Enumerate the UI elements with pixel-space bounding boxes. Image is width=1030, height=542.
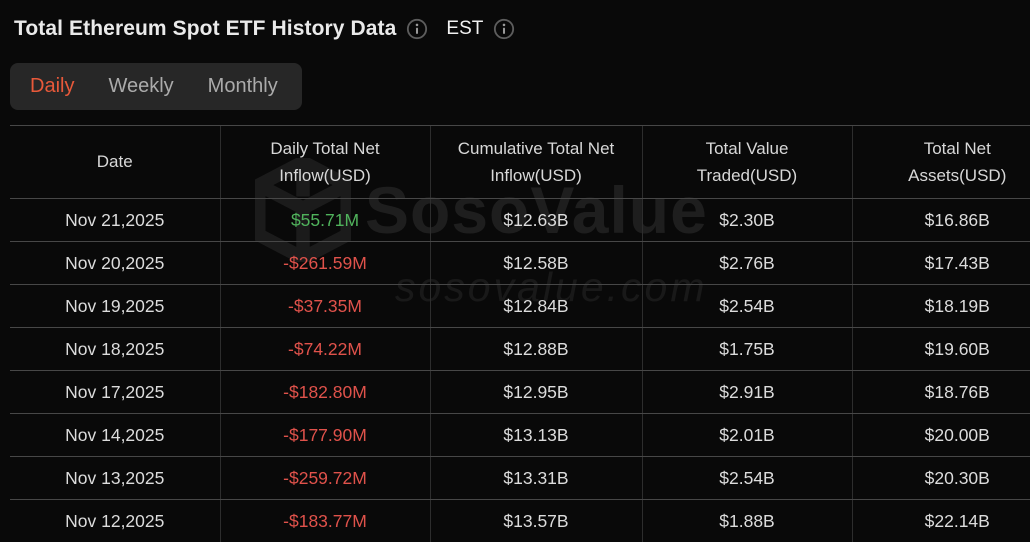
assets-cell: $17.43B bbox=[851, 241, 1030, 285]
assets-cell: $19.60B bbox=[851, 327, 1030, 371]
col-header-date: Date bbox=[10, 125, 220, 199]
traded-cell: $1.88B bbox=[641, 499, 852, 542]
cumulative-cell: $12.95B bbox=[429, 370, 642, 414]
cumulative-cell: $13.57B bbox=[429, 499, 642, 542]
daily-inflow-cell: $55.71M bbox=[219, 198, 430, 242]
date-cell: Nov 17,2025 bbox=[10, 370, 220, 414]
assets-cell: $18.19B bbox=[851, 284, 1030, 328]
assets-cell: $18.76B bbox=[851, 370, 1030, 414]
assets-cell: $20.00B bbox=[851, 413, 1030, 457]
cumulative-cell: $13.31B bbox=[429, 456, 642, 500]
cumulative-cell: $12.88B bbox=[429, 327, 642, 371]
table-row: Nov 20,2025 -$261.59M $12.58B $2.76B $17… bbox=[10, 241, 1030, 285]
tab-weekly[interactable]: Weekly bbox=[108, 63, 173, 110]
daily-inflow-cell: -$37.35M bbox=[219, 284, 430, 328]
table-row: Nov 13,2025 -$259.72M $13.31B $2.54B $20… bbox=[10, 456, 1030, 500]
date-cell: Nov 20,2025 bbox=[10, 241, 220, 285]
cumulative-cell: $12.84B bbox=[429, 284, 642, 328]
tab-monthly[interactable]: Monthly bbox=[208, 63, 278, 110]
table-row: Nov 21,2025 $55.71M $12.63B $2.30B $16.8… bbox=[10, 198, 1030, 242]
traded-cell: $2.01B bbox=[641, 413, 852, 457]
table-header-row: Date Daily Total Net Inflow(USD) Cumulat… bbox=[10, 125, 1030, 199]
traded-cell: $2.91B bbox=[641, 370, 852, 414]
cumulative-cell: $12.58B bbox=[429, 241, 642, 285]
table-row: Nov 18,2025 -$74.22M $12.88B $1.75B $19.… bbox=[10, 327, 1030, 371]
cumulative-cell: $13.13B bbox=[429, 413, 642, 457]
traded-cell: $1.75B bbox=[641, 327, 852, 371]
page-title: Total Ethereum Spot ETF History Data bbox=[14, 16, 397, 40]
assets-cell: $22.14B bbox=[851, 499, 1030, 542]
titlebar: Total Ethereum Spot ETF History Data EST bbox=[0, 0, 1030, 46]
date-cell: Nov 12,2025 bbox=[10, 499, 220, 542]
table-row: Nov 19,2025 -$37.35M $12.84B $2.54B $18.… bbox=[10, 284, 1030, 328]
date-cell: Nov 19,2025 bbox=[10, 284, 220, 328]
table-row: Nov 14,2025 -$177.90M $13.13B $2.01B $20… bbox=[10, 413, 1030, 457]
timezone-label: EST bbox=[446, 17, 484, 39]
traded-cell: $2.54B bbox=[641, 456, 852, 500]
traded-cell: $2.54B bbox=[641, 284, 852, 328]
tab-daily[interactable]: Daily bbox=[30, 63, 74, 110]
assets-cell: $20.30B bbox=[851, 456, 1030, 500]
date-cell: Nov 14,2025 bbox=[10, 413, 220, 457]
traded-cell: $2.30B bbox=[641, 198, 852, 242]
timezone-info-icon[interactable] bbox=[493, 18, 515, 40]
interval-tabs: Daily Weekly Monthly bbox=[10, 63, 302, 110]
date-cell: Nov 21,2025 bbox=[10, 198, 220, 242]
traded-cell: $2.76B bbox=[641, 241, 852, 285]
col-header-traded: Total Value Traded(USD) bbox=[641, 125, 852, 199]
col-header-assets: Total Net Assets(USD) bbox=[851, 125, 1030, 199]
title-info-icon[interactable] bbox=[406, 18, 428, 40]
etf-history-table: Date Daily Total Net Inflow(USD) Cumulat… bbox=[10, 125, 1030, 542]
daily-inflow-cell: -$74.22M bbox=[219, 327, 430, 371]
cumulative-cell: $12.63B bbox=[429, 198, 642, 242]
daily-inflow-cell: -$261.59M bbox=[219, 241, 430, 285]
date-cell: Nov 18,2025 bbox=[10, 327, 220, 371]
table-row: Nov 17,2025 -$182.80M $12.95B $2.91B $18… bbox=[10, 370, 1030, 414]
assets-cell: $16.86B bbox=[851, 198, 1030, 242]
daily-inflow-cell: -$177.90M bbox=[219, 413, 430, 457]
daily-inflow-cell: -$183.77M bbox=[219, 499, 430, 542]
table-row: Nov 12,2025 -$183.77M $13.57B $1.88B $22… bbox=[10, 499, 1030, 542]
date-cell: Nov 13,2025 bbox=[10, 456, 220, 500]
col-header-cumulative: Cumulative Total Net Inflow(USD) bbox=[429, 125, 642, 199]
daily-inflow-cell: -$182.80M bbox=[219, 370, 430, 414]
daily-inflow-cell: -$259.72M bbox=[219, 456, 430, 500]
col-header-daily: Daily Total Net Inflow(USD) bbox=[219, 125, 430, 199]
